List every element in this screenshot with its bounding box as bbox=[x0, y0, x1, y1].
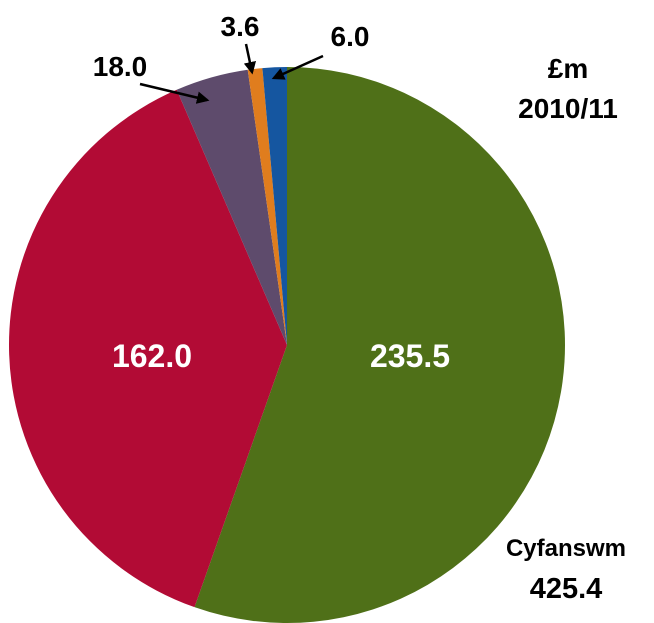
callout-arrows bbox=[139, 43, 324, 104]
slice-label-3: 3.6 bbox=[221, 11, 260, 42]
arrow-slice-2 bbox=[139, 82, 210, 104]
pie-slices bbox=[8, 67, 565, 623]
total-title: Cyfanswm bbox=[506, 535, 626, 562]
pie-slice-3 bbox=[247, 68, 287, 345]
pie-slice-2 bbox=[176, 69, 287, 345]
period-label: 2010/11 bbox=[518, 93, 618, 124]
total-value: 425.4 bbox=[530, 573, 603, 605]
slice-label-4: 6.0 bbox=[331, 21, 370, 52]
arrow-slice-4 bbox=[271, 54, 324, 80]
pie-slice-1 bbox=[8, 89, 287, 608]
unit-label: £m bbox=[548, 53, 588, 84]
slice-label-0: 235.5 bbox=[370, 338, 450, 374]
pie-slice-4 bbox=[262, 67, 287, 345]
pie-slice-0 bbox=[194, 67, 565, 623]
arrow-slice-3 bbox=[243, 43, 257, 75]
slice-label-1: 162.0 bbox=[112, 338, 192, 374]
slice-label-2: 18.0 bbox=[93, 51, 148, 82]
